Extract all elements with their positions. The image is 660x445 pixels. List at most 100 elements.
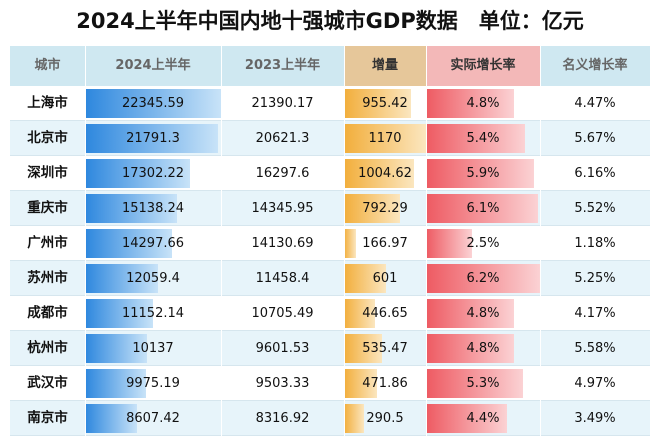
cell-city: 杭州市	[27, 340, 68, 356]
cell-real-growth: 4.8%	[466, 96, 500, 111]
cell-increase: 535.47	[362, 341, 408, 356]
cell-city: 上海市	[27, 95, 68, 111]
gdp2024-bar	[85, 89, 221, 118]
cell-real-growth: 4.8%	[466, 341, 500, 356]
cell-increase: 166.97	[362, 236, 408, 251]
increase-bar	[344, 404, 364, 433]
cell-gdp2024: 17302.22	[121, 166, 185, 181]
cell-city: 南京市	[27, 410, 68, 426]
cell-gdp2023: 9503.33	[255, 376, 310, 391]
row-divider	[10, 190, 650, 191]
real-growth-bar	[426, 89, 514, 118]
increase-bar	[344, 124, 426, 153]
cell-gdp2024: 11152.14	[121, 306, 185, 321]
cell-increase: 471.86	[362, 376, 408, 391]
cell-real-growth: 4.8%	[466, 306, 500, 321]
cell-city: 武汉市	[27, 375, 68, 391]
cell-gdp2023: 11458.4	[255, 271, 310, 286]
row-divider	[10, 400, 650, 401]
increase-bar	[344, 299, 375, 328]
cell-real-growth: 5.3%	[466, 376, 500, 391]
cell-gdp2024: 14297.66	[121, 236, 185, 251]
real-growth-bar	[426, 229, 472, 258]
cell-gdp2024: 8607.42	[126, 411, 180, 426]
cell-city: 北京市	[27, 130, 68, 146]
cell-gdp2023: 14345.95	[251, 201, 314, 216]
cell-city: 重庆市	[27, 200, 68, 216]
gdp2024-bar	[85, 264, 158, 293]
cell-real-growth: 5.4%	[466, 131, 500, 146]
real-growth-bar	[426, 124, 525, 153]
gdp2024-bar	[85, 334, 147, 363]
real-growth-bar	[426, 299, 514, 328]
gdp2024-bar	[85, 124, 218, 153]
cell-increase: 290.5	[366, 411, 404, 426]
cell-nominal-growth: 4.47%	[574, 96, 616, 111]
cell-gdp2024: 22345.59	[121, 96, 185, 111]
row-divider	[10, 260, 650, 261]
increase-bar	[344, 264, 386, 293]
cell-gdp2024: 21791.3	[126, 131, 180, 146]
cell-real-growth: 4.4%	[466, 411, 500, 426]
table-row: 上海市 22345.59 21390.17 955.42 4.8% 4.47%	[10, 86, 650, 121]
cell-city: 深圳市	[27, 165, 68, 181]
gdp2024-bar	[85, 159, 190, 188]
cell-increase: 446.65	[362, 306, 408, 321]
cell-gdp2023: 16297.6	[255, 166, 310, 181]
increase-bar	[344, 194, 400, 223]
cell-nominal-growth: 4.97%	[574, 376, 616, 391]
cell-gdp2023: 21390.17	[251, 96, 314, 111]
cell-gdp2024: 15138.24	[121, 201, 185, 216]
cell-gdp2024: 12059.4	[126, 271, 180, 286]
row-divider	[10, 295, 650, 296]
cell-gdp2024: 10137	[132, 341, 174, 356]
header-nominal-growth: 名义增长率	[540, 46, 650, 86]
table-row: 武汉市 9975.19 9503.33 471.86 5.3% 4.97%	[10, 366, 650, 401]
cell-nominal-growth: 6.16%	[574, 166, 616, 181]
table-row: 成都市 11152.14 10705.49 446.65 4.8% 4.17%	[10, 296, 650, 331]
cell-real-growth: 2.5%	[466, 236, 500, 251]
table-row: 深圳市 17302.22 16297.6 1004.62 5.9% 6.16%	[10, 156, 650, 191]
increase-bar	[344, 369, 377, 398]
table-row: 北京市 21791.3 20621.3 1170 5.4% 5.67%	[10, 121, 650, 156]
chart-title: 2024上半年中国内地十强城市GDP数据 单位：亿元	[76, 9, 584, 33]
cell-nominal-growth: 5.25%	[574, 271, 616, 286]
column-divider	[426, 46, 427, 443]
row-divider	[10, 120, 650, 121]
table-row: 杭州市 10137 9601.53 535.47 4.8% 5.58%	[10, 331, 650, 366]
cell-increase: 792.29	[362, 201, 408, 216]
increase-bar	[344, 229, 356, 258]
header-real-growth: 实际增长率	[426, 46, 540, 86]
cell-increase: 1004.62	[358, 166, 412, 181]
table-row: 苏州市 12059.4 11458.4 601 6.2% 5.25%	[10, 261, 650, 296]
header-gdp2023: 2023上半年	[221, 46, 344, 86]
cell-real-growth: 6.2%	[466, 271, 500, 286]
real-growth-bar	[426, 334, 514, 363]
gdp2024-bar	[85, 299, 153, 328]
real-growth-bar	[426, 159, 534, 188]
row-divider	[10, 155, 650, 156]
header-city: 城市	[10, 46, 85, 86]
table-row: 重庆市 15138.24 14345.95 792.29 6.1% 5.52%	[10, 191, 650, 226]
row-divider	[10, 330, 650, 331]
cell-gdp2023: 10705.49	[251, 306, 314, 321]
real-growth-bar	[426, 194, 538, 223]
header-increase: 增量	[344, 46, 426, 86]
real-growth-bar	[426, 404, 507, 433]
increase-bar	[344, 334, 382, 363]
gdp-table: 城市 2024上半年 2023上半年 增量 实际增长率 名义增长率 上海市 223…	[10, 46, 650, 443]
real-growth-bar	[426, 369, 523, 398]
cell-nominal-growth: 5.67%	[574, 131, 616, 146]
cell-nominal-growth: 3.49%	[574, 411, 616, 426]
cell-gdp2023: 8316.92	[255, 411, 310, 426]
cell-nominal-growth: 4.17%	[574, 306, 616, 321]
cell-increase: 1170	[368, 131, 402, 146]
row-divider	[10, 365, 650, 366]
cell-nominal-growth: 1.18%	[574, 236, 616, 251]
column-divider	[221, 46, 222, 443]
cell-real-growth: 5.9%	[466, 166, 500, 181]
cell-city: 苏州市	[27, 270, 68, 286]
increase-bar	[344, 89, 411, 118]
cell-nominal-growth: 5.58%	[574, 341, 616, 356]
real-growth-bar	[426, 264, 540, 293]
